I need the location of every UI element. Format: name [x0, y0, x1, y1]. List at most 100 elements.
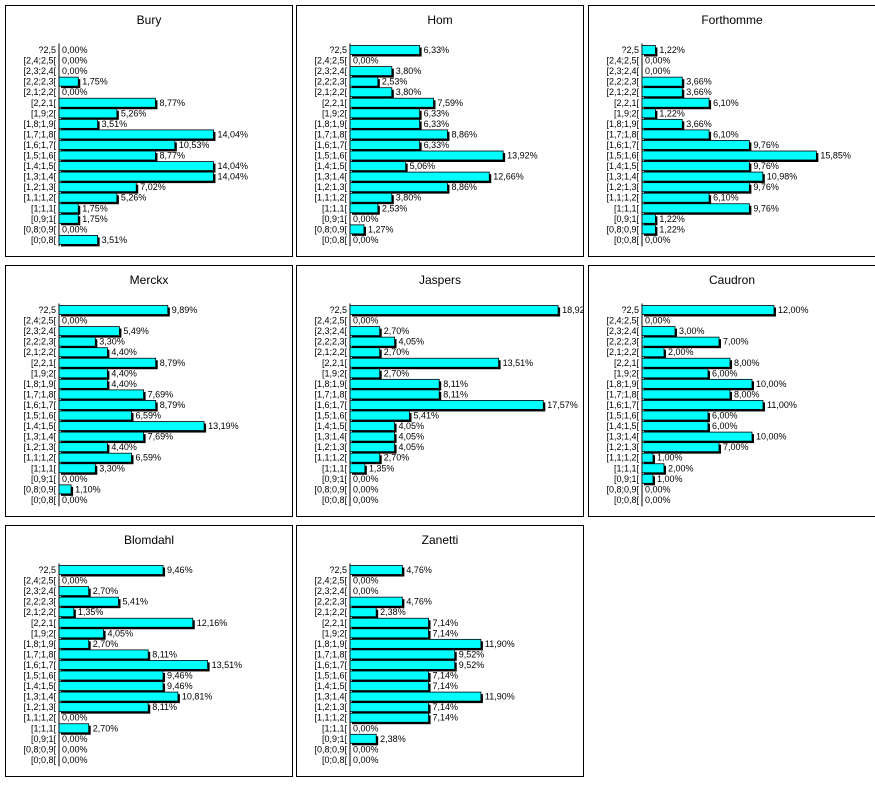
- category-label: [1,7;1,8[: [23, 649, 56, 659]
- category-label: [0;0,8[: [31, 495, 57, 505]
- category-label: [0;0,8[: [614, 495, 640, 505]
- category-label: [1,7;1,8[: [314, 129, 347, 139]
- bar: [641, 129, 710, 140]
- bar-chart-svg: Blomdahl ?2,5 9,46% [2,4;2,5[0,00% [2,3;2,4[…: [23, 533, 242, 767]
- bar: [349, 336, 395, 347]
- category-label: [2,1;2,2[: [314, 347, 347, 357]
- data-label: 2,53%: [382, 77, 408, 87]
- data-label: 2,53%: [382, 203, 408, 213]
- category-label: ?2,5: [38, 305, 56, 315]
- data-label: 0,00%: [645, 235, 671, 245]
- data-label: 12,66%: [493, 172, 524, 182]
- bar: [349, 442, 395, 453]
- category-label: [1;1,1[: [322, 463, 348, 473]
- category-label: [1,3;1,4[: [314, 432, 347, 442]
- category-label: [1,2;1,3[: [314, 702, 347, 712]
- bar: [349, 596, 403, 607]
- bar: [641, 357, 731, 368]
- bar: [641, 378, 753, 389]
- bar: [58, 129, 214, 140]
- bar: [58, 305, 169, 315]
- category-label: [1,1;1,2[: [23, 193, 56, 203]
- category-label: [0,8;0,9[: [314, 484, 347, 494]
- category-label: [1,4;1,5[: [314, 681, 347, 691]
- data-label: 3,80%: [396, 193, 422, 203]
- category-label: [0,8;0,9[: [606, 484, 639, 494]
- data-label: 9,46%: [167, 565, 193, 575]
- bar: [58, 681, 164, 691]
- bar: [58, 150, 156, 161]
- data-label: 12,16%: [197, 618, 228, 628]
- category-label: [2,4;2,5[: [606, 316, 639, 326]
- bar: [349, 224, 365, 235]
- data-label: 0,00%: [62, 755, 88, 765]
- data-label: 8,00%: [734, 389, 760, 399]
- data-label: 1,75%: [82, 77, 108, 87]
- bar: [349, 712, 429, 723]
- data-label: 5,49%: [123, 326, 149, 336]
- data-label: 2,70%: [93, 723, 119, 733]
- bar: [641, 431, 753, 442]
- category-label: [2,3;2,4[: [314, 66, 347, 76]
- bar: [641, 326, 676, 336]
- category-label: [1,5;1,6[: [606, 411, 639, 421]
- data-label: 2,70%: [93, 639, 119, 649]
- bar: [641, 45, 656, 55]
- category-label: [1,6;1,7[: [606, 140, 639, 150]
- panel-title: Blomdahl: [124, 533, 174, 547]
- category-label: [1,7;1,8[: [314, 389, 347, 399]
- category-label: [0;0,8[: [614, 235, 640, 245]
- data-label: 0,00%: [62, 576, 88, 586]
- category-label: [1,5;1,6[: [314, 671, 347, 681]
- category-label: [1,6;1,7[: [314, 400, 347, 410]
- bar: [349, 45, 421, 55]
- data-label: 6,33%: [424, 108, 450, 118]
- data-label: 8,11%: [443, 389, 468, 399]
- data-label: 3,00%: [679, 326, 705, 336]
- data-label: 3,80%: [396, 66, 422, 76]
- category-label: [1,2;1,3[: [23, 182, 56, 192]
- bar: [349, 161, 407, 171]
- data-label: 5,06%: [410, 161, 436, 171]
- data-label: 5,41%: [123, 597, 149, 607]
- data-label: 8,00%: [734, 358, 760, 368]
- bar: [349, 702, 429, 713]
- bar: [641, 410, 709, 421]
- data-label: 8,11%: [443, 379, 468, 389]
- bar: [58, 357, 157, 368]
- data-label: 13,51%: [503, 358, 534, 368]
- data-label: 4,40%: [111, 368, 137, 378]
- category-label: [2,3;2,4[: [314, 326, 347, 336]
- category-label: [1,3;1,4[: [314, 172, 347, 182]
- bar: [58, 484, 72, 495]
- category-label: [2,4;2,5[: [314, 576, 347, 586]
- bar: [641, 224, 656, 235]
- data-label: 1,22%: [659, 224, 685, 234]
- bar: [349, 670, 429, 681]
- bar: [349, 182, 448, 193]
- category-label: [0,9;1[: [31, 214, 57, 224]
- data-label: 0,00%: [62, 713, 88, 723]
- data-label: 8,79%: [160, 358, 186, 368]
- category-label: [2,4;2,5[: [23, 576, 56, 586]
- category-label: [2,2;2,3[: [606, 337, 639, 347]
- category-label: [1,2;1,3[: [606, 182, 639, 192]
- data-label: 8,86%: [451, 182, 477, 192]
- data-label: 6,00%: [712, 368, 738, 378]
- bar-chart-svg: Merckx ?2,5 9,89% [2,4;2,5[0,00% [2,3;2,4[5,…: [23, 273, 239, 507]
- bar: [349, 203, 379, 214]
- bar: [349, 410, 410, 421]
- bar: [58, 347, 108, 358]
- data-label: 0,00%: [353, 474, 379, 484]
- category-label: [1,5;1,6[: [23, 671, 56, 681]
- category-label: [1,5;1,6[: [606, 151, 639, 161]
- bar: [641, 87, 683, 98]
- bar: [58, 586, 90, 596]
- bar: [58, 691, 179, 702]
- data-label: 9,76%: [753, 182, 779, 192]
- data-label: 17,57%: [547, 400, 578, 410]
- data-label: 2,38%: [380, 607, 406, 617]
- bar: [58, 617, 194, 628]
- category-label: [2,3;2,4[: [23, 586, 56, 596]
- category-label: [1,3;1,4[: [23, 172, 56, 182]
